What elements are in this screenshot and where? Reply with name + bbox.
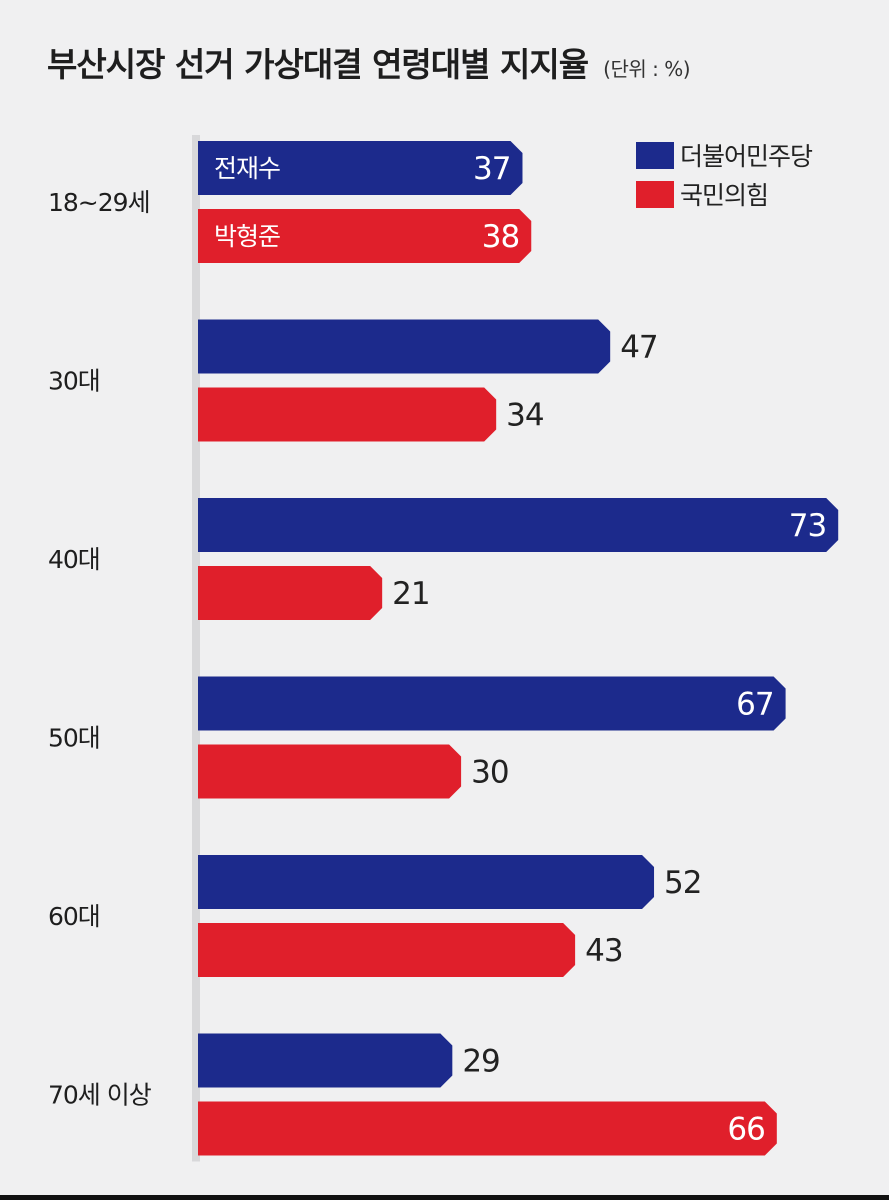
bar-democratic: [198, 676, 786, 731]
bar-ppp: [198, 566, 383, 620]
candidate-label: 전재수: [214, 154, 280, 183]
bottom-border: [0, 1195, 889, 1200]
bar-ppp: [198, 209, 532, 263]
value-label: 47: [620, 330, 657, 366]
value-label: 67: [736, 687, 773, 723]
legend-item-ppp: 국민의힘: [636, 179, 812, 210]
chart-title-row: 부산시장 선거 가상대결 연령대별 지지율 (단위 : %): [47, 38, 691, 86]
category-label: 40대: [48, 545, 100, 574]
legend-swatch-blue: [636, 141, 674, 169]
category-label: 30대: [48, 367, 100, 396]
legend-swatch-red: [636, 180, 674, 208]
value-label: 52: [664, 865, 701, 901]
legend: 더불어민주당 국민의힘: [636, 140, 813, 218]
bar-democratic: [198, 855, 655, 909]
category-label: 18~29세: [48, 188, 150, 217]
legend-label: 국민의힘: [680, 181, 769, 210]
candidate-label: 박형준: [214, 222, 280, 251]
legend-item-democratic: 더불어민주당: [636, 140, 813, 171]
legend-label: 더불어민주당: [680, 142, 813, 171]
bar-ppp: [198, 1101, 777, 1156]
value-label: 73: [789, 508, 826, 544]
category-label: 50대: [48, 724, 100, 753]
value-label: 43: [585, 933, 622, 969]
value-label: 21: [392, 576, 429, 612]
value-label: 30: [471, 755, 508, 791]
bar-ppp: [198, 744, 462, 799]
value-label: 37: [473, 151, 510, 187]
bar-democratic: [198, 498, 839, 552]
bar-ppp: [198, 923, 576, 977]
bar-democratic: [198, 1033, 453, 1088]
value-label: 29: [462, 1044, 499, 1080]
axis-strip: [192, 135, 200, 1162]
category-label: 70세 이상: [48, 1081, 152, 1110]
unit-note: (단위 : %): [603, 57, 691, 81]
value-label: 66: [727, 1112, 764, 1148]
chart-title: 부산시장 선거 가상대결 연령대별 지지율: [47, 45, 589, 84]
value-label: 34: [506, 398, 543, 434]
category-label: 60대: [48, 902, 100, 931]
value-label: 38: [482, 219, 519, 255]
bar-democratic: [198, 141, 523, 195]
bar-democratic: [198, 319, 611, 374]
bar-ppp: [198, 387, 497, 442]
